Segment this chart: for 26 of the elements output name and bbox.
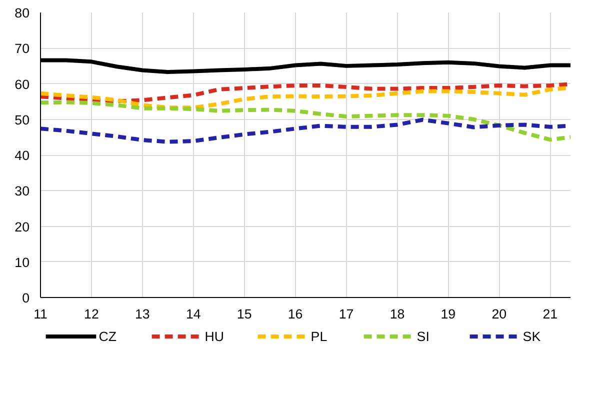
legend-label: SK bbox=[522, 329, 541, 344]
x-tick-label: 13 bbox=[135, 306, 150, 322]
y-tick-label: 70 bbox=[14, 41, 30, 56]
x-tick-label: 21 bbox=[542, 306, 558, 322]
legend-label: SI bbox=[416, 329, 430, 344]
line-series bbox=[40, 100, 570, 142]
x-tick-label: 17 bbox=[338, 306, 354, 322]
x-tick-label: 15 bbox=[236, 306, 252, 322]
y-tick-label: 80 bbox=[14, 6, 30, 20]
legend-label: CZ bbox=[98, 329, 117, 344]
y-tick-label: 10 bbox=[14, 254, 30, 270]
x-tick-label: 11 bbox=[34, 306, 48, 322]
x-tick-label: 16 bbox=[288, 306, 303, 322]
x-tick-label: 18 bbox=[390, 306, 405, 322]
x-tick-label: 20 bbox=[492, 306, 507, 322]
y-tick-label: 0 bbox=[22, 290, 30, 306]
x-tick-label: 19 bbox=[440, 306, 456, 322]
y-tick-label: 30 bbox=[14, 184, 30, 199]
x-tick-label: 14 bbox=[186, 306, 202, 322]
x-tick-label: 12 bbox=[84, 306, 99, 322]
y-tick-label: 20 bbox=[14, 219, 30, 234]
legend-label: HU bbox=[204, 329, 224, 344]
y-tick-label: 50 bbox=[14, 112, 30, 128]
y-tick-label: 60 bbox=[14, 76, 30, 92]
legend-label: PL bbox=[310, 329, 328, 344]
y-tick-label: 40 bbox=[14, 148, 30, 163]
